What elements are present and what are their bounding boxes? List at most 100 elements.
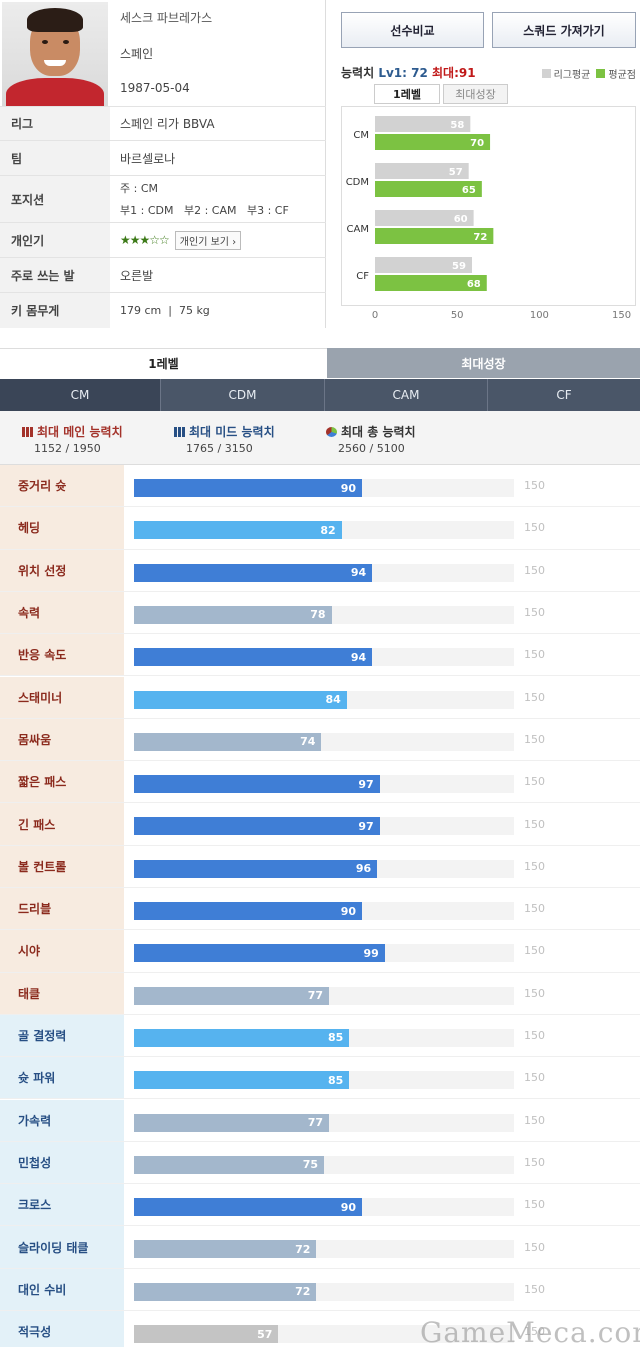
attribute-track: 85 bbox=[134, 1071, 514, 1090]
attribute-label: 짧은 패스 bbox=[0, 761, 124, 803]
attribute-track: 82 bbox=[134, 521, 514, 540]
attribute-max: 150 bbox=[524, 944, 545, 958]
attribute-value: 90 bbox=[340, 481, 356, 495]
bar-league bbox=[375, 163, 469, 179]
attribute-max: 150 bbox=[524, 859, 545, 873]
attribute-label: 크로스 bbox=[0, 1184, 124, 1226]
tab-level1[interactable]: 1레벨 bbox=[0, 348, 327, 378]
attribute-track: 85 bbox=[134, 1028, 514, 1047]
attribute-label: 슬라이딩 태클 bbox=[0, 1226, 124, 1268]
attribute-label: 적극성 bbox=[0, 1311, 124, 1347]
bar-league bbox=[375, 210, 474, 226]
legend-league-swatch bbox=[541, 69, 551, 78]
row-body: 키 몸무게 179 cm | 75 kg bbox=[0, 292, 326, 328]
attribute-label: 민첩성 bbox=[0, 1141, 124, 1184]
tab-pos-cm[interactable]: CM bbox=[0, 379, 161, 411]
attribute-label: 슛 파워 bbox=[0, 1057, 124, 1099]
attribute-label: 속력 bbox=[0, 591, 124, 634]
attribute-row: 가속력 77 150 bbox=[0, 1099, 640, 1142]
bar-avg bbox=[375, 181, 482, 197]
category-label: CDM bbox=[346, 177, 369, 188]
attribute-value: 97 bbox=[358, 777, 374, 791]
attribute-track: 90 bbox=[134, 479, 514, 497]
attribute-track: 77 bbox=[134, 1113, 514, 1132]
stats-tab-level1[interactable]: 1레벨 bbox=[374, 84, 440, 104]
attribute-label: 볼 컨트롤 bbox=[0, 845, 124, 887]
skill-stars: ★★★☆☆ bbox=[120, 233, 170, 247]
attribute-bar: 72 bbox=[134, 1240, 317, 1259]
bar-league bbox=[375, 116, 471, 132]
attribute-track: 84 bbox=[134, 690, 514, 709]
attribute-track: 78 bbox=[134, 605, 514, 624]
attribute-max: 150 bbox=[524, 1282, 545, 1296]
player-profile: 세스크 파브레가스 스페인 1987-05-04 리그 스페인 리가 BBVA … bbox=[0, 0, 326, 328]
tab-pos-cam[interactable]: CAM bbox=[325, 379, 488, 411]
squad-button[interactable]: 스쿼드 가져가기 bbox=[492, 12, 636, 48]
summary-main: 최대 메인 능력치 1152 / 1950 bbox=[22, 423, 123, 455]
row-foot: 주로 쓰는 발 오른발 bbox=[0, 257, 326, 292]
attribute-track: 90 bbox=[134, 1198, 514, 1217]
attribute-row: 중거리 슛 90 150 bbox=[0, 465, 640, 508]
attribute-row: 골 결정력 85 150 bbox=[0, 1014, 640, 1058]
attribute-value: 94 bbox=[350, 566, 367, 580]
row-label: 리그 bbox=[0, 107, 110, 140]
bar-avg bbox=[375, 275, 487, 291]
tab-maxgrowth[interactable]: 최대성장 bbox=[327, 348, 640, 378]
tab-pos-cdm[interactable]: CDM bbox=[161, 379, 325, 411]
attribute-label: 드리블 bbox=[0, 888, 124, 930]
attribute-label: 헤딩 bbox=[0, 507, 124, 549]
attribute-row: 스태미너 84 150 bbox=[0, 676, 640, 719]
attribute-row: 태클 77 150 bbox=[0, 972, 640, 1015]
attribute-row: 속력 78 150 bbox=[0, 591, 640, 635]
team-value: 바르셀로나 bbox=[120, 151, 176, 166]
attribute-max: 150 bbox=[524, 817, 545, 831]
attribute-label: 몸싸움 bbox=[0, 718, 124, 761]
skill-view-button[interactable]: 개인기 보기 › bbox=[174, 230, 242, 250]
main-position: 주 : CM bbox=[120, 182, 158, 195]
attribute-row: 긴 패스 97 150 bbox=[0, 803, 640, 846]
attribute-track: 97 bbox=[134, 775, 514, 794]
attribute-bar: 97 bbox=[134, 817, 380, 836]
tab-pos-cf[interactable]: CF bbox=[556, 388, 572, 402]
attribute-label: 태클 bbox=[0, 972, 124, 1014]
attribute-bar: 82 bbox=[134, 521, 342, 540]
row-label: 주로 쓰는 발 bbox=[0, 258, 110, 292]
attribute-track: 97 bbox=[134, 817, 514, 836]
summary-main-title: 최대 메인 능력치 bbox=[37, 425, 123, 439]
attribute-value: 84 bbox=[325, 693, 341, 706]
attribute-value: 97 bbox=[358, 819, 374, 833]
summary-total-value: 2560 / 5100 bbox=[338, 442, 405, 455]
attribute-max: 150 bbox=[524, 690, 545, 704]
summary-total: 최대 총 능력치 2560 / 5100 bbox=[326, 423, 416, 455]
x-tick-label: 100 bbox=[530, 310, 549, 321]
attribute-label: 긴 패스 bbox=[0, 803, 124, 845]
attribute-value: 77 bbox=[307, 989, 324, 1003]
attribute-max: 150 bbox=[524, 986, 545, 1000]
attribute-value: 72 bbox=[295, 1285, 311, 1299]
stats-tab-maxgrowth[interactable]: 최대성장 bbox=[443, 84, 508, 104]
attribute-row: 짧은 패스 97 150 bbox=[0, 761, 640, 804]
sub-positions: 부1 : CDM 부2 : CAM 부3 : CF bbox=[120, 204, 289, 217]
attribute-bar: 90 bbox=[134, 479, 362, 497]
x-tick-label: 50 bbox=[451, 310, 464, 321]
category-label: CAM bbox=[347, 224, 369, 235]
attribute-label: 스태미너 bbox=[0, 676, 124, 718]
bar-data-label: 72 bbox=[473, 232, 487, 243]
attribute-value: 74 bbox=[300, 735, 316, 749]
attribute-bar: 94 bbox=[134, 648, 373, 667]
bar-avg bbox=[375, 228, 494, 244]
foot-value: 오른발 bbox=[120, 268, 154, 283]
attribute-bar: 77 bbox=[134, 1113, 330, 1132]
attribute-label: 위치 선정 bbox=[0, 549, 124, 591]
compare-button[interactable]: 선수비교 bbox=[341, 12, 484, 48]
attribute-max: 150 bbox=[524, 902, 545, 916]
attribute-track: 77 bbox=[134, 986, 514, 1005]
level-tabs: 1레벨 최대성장 bbox=[0, 348, 640, 378]
attribute-track: 75 bbox=[134, 1155, 514, 1174]
legend-avg: 평균점 bbox=[608, 70, 636, 81]
x-tick-label: 0 bbox=[372, 310, 378, 321]
attribute-bar: 90 bbox=[134, 1198, 362, 1217]
attribute-bar: 78 bbox=[134, 605, 332, 624]
attribute-row: 시야 99 150 bbox=[0, 930, 640, 973]
attribute-max: 150 bbox=[524, 1325, 545, 1339]
